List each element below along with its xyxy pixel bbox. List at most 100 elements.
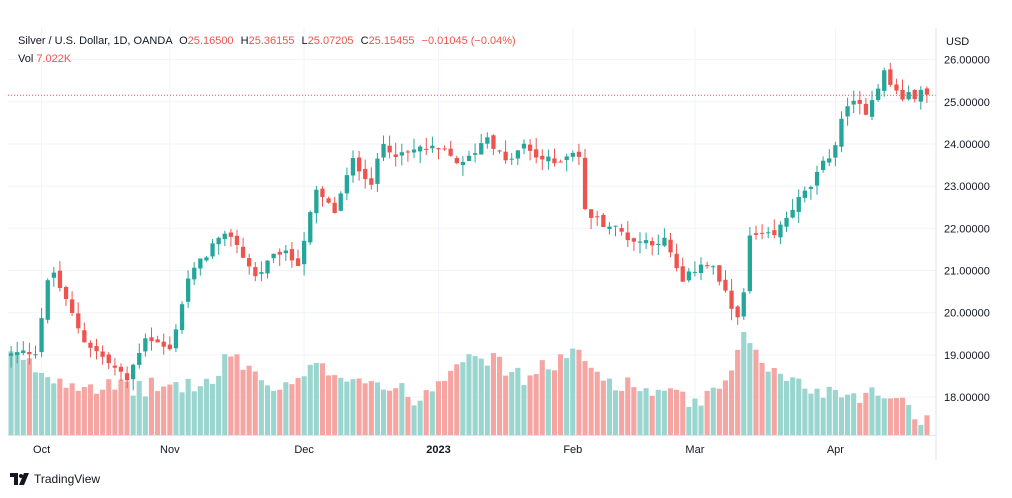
x-axis-ticks: Oct Nov Dec 2023 Feb Mar Apr xyxy=(33,444,844,456)
volume-bar xyxy=(845,394,851,435)
candle xyxy=(192,262,197,286)
volume-bar xyxy=(881,398,887,435)
candle xyxy=(411,138,417,158)
candle xyxy=(900,79,905,102)
candle xyxy=(839,111,844,153)
volume-bar xyxy=(900,397,906,435)
candle xyxy=(430,136,435,153)
candle xyxy=(833,141,838,167)
volume-bar xyxy=(265,385,271,435)
volume-bar xyxy=(39,372,45,435)
volume-bar xyxy=(649,395,655,435)
candle xyxy=(216,236,221,255)
volume-bar xyxy=(832,389,838,435)
volume-bar xyxy=(81,387,87,435)
volume-bar xyxy=(722,380,728,435)
candle xyxy=(534,138,539,164)
volume-bar xyxy=(680,391,686,435)
volume-bar xyxy=(118,379,124,435)
volume-bars xyxy=(8,332,930,435)
volume-bar xyxy=(45,377,51,435)
volume-bar xyxy=(771,368,777,435)
volume-bar xyxy=(319,363,325,435)
candle xyxy=(228,228,233,247)
candle xyxy=(741,288,746,320)
volume-bar xyxy=(252,371,258,435)
candle xyxy=(540,149,545,171)
candle xyxy=(692,261,698,277)
volume-bar xyxy=(527,375,533,435)
volume-bar xyxy=(704,390,710,435)
candle xyxy=(814,165,820,195)
volume-bar xyxy=(246,365,252,435)
candle xyxy=(845,97,850,126)
volume-bar xyxy=(338,377,344,435)
candle xyxy=(204,255,209,262)
x-tick-label: Mar xyxy=(685,444,704,456)
candle xyxy=(711,264,716,275)
volume-bar xyxy=(533,374,539,435)
candle xyxy=(863,98,869,116)
volume-bar xyxy=(448,370,454,435)
volume-bar xyxy=(307,364,313,435)
volume-bar xyxy=(826,386,832,435)
volume-bar xyxy=(906,404,912,435)
candle xyxy=(729,279,734,321)
volume-bar xyxy=(698,405,704,435)
volume-bar xyxy=(155,391,161,435)
candle xyxy=(882,67,887,97)
volume-bar xyxy=(643,388,649,435)
volume-bar xyxy=(32,372,38,435)
volume-bar xyxy=(594,371,600,435)
volume-bar xyxy=(75,390,81,435)
volume-bar xyxy=(8,351,14,435)
low-label: L xyxy=(301,35,308,47)
volume-bar xyxy=(490,353,496,435)
volume-bar xyxy=(619,391,625,435)
candle xyxy=(454,155,459,165)
candle xyxy=(479,134,484,155)
volume-bar xyxy=(94,393,100,435)
candle xyxy=(234,229,240,254)
volume-bar xyxy=(142,396,148,435)
volume-bar xyxy=(661,390,667,435)
volume-bar xyxy=(912,419,918,435)
candle xyxy=(271,253,276,264)
candle xyxy=(759,224,765,240)
volume-bar xyxy=(497,356,503,435)
candle xyxy=(15,341,20,364)
y-tick-label: 20.00000 xyxy=(944,308,990,320)
symbol-title: Silver / U.S. Dollar, 1D, OANDA xyxy=(18,35,173,47)
candle xyxy=(94,338,99,360)
candle xyxy=(521,139,527,155)
candle xyxy=(876,83,881,102)
volume-bar xyxy=(625,377,631,435)
y-tick-label: 22.00000 xyxy=(944,223,990,235)
candle xyxy=(155,335,160,343)
candle xyxy=(375,153,380,192)
volume-legend: Vol 7.022K xyxy=(18,53,71,65)
candle xyxy=(460,156,466,176)
candle xyxy=(662,228,667,247)
candle xyxy=(717,265,722,286)
volume-bar xyxy=(161,386,167,435)
volume-bar xyxy=(222,354,228,435)
candle xyxy=(894,78,899,95)
volume-bar xyxy=(234,354,240,435)
volume-bar xyxy=(271,390,277,435)
tradingview-branding[interactable]: TradingView xyxy=(10,472,100,486)
candle xyxy=(851,90,856,114)
x-tick-label: Feb xyxy=(563,444,582,456)
candle xyxy=(418,144,423,164)
volume-bar xyxy=(277,389,283,435)
volume-bar xyxy=(57,378,63,435)
volume-bar xyxy=(924,415,930,435)
candle xyxy=(179,301,185,334)
candle xyxy=(326,196,331,204)
candle xyxy=(778,221,783,245)
candle xyxy=(527,139,533,161)
volume-bar xyxy=(588,367,594,435)
volume-bar xyxy=(435,381,441,435)
